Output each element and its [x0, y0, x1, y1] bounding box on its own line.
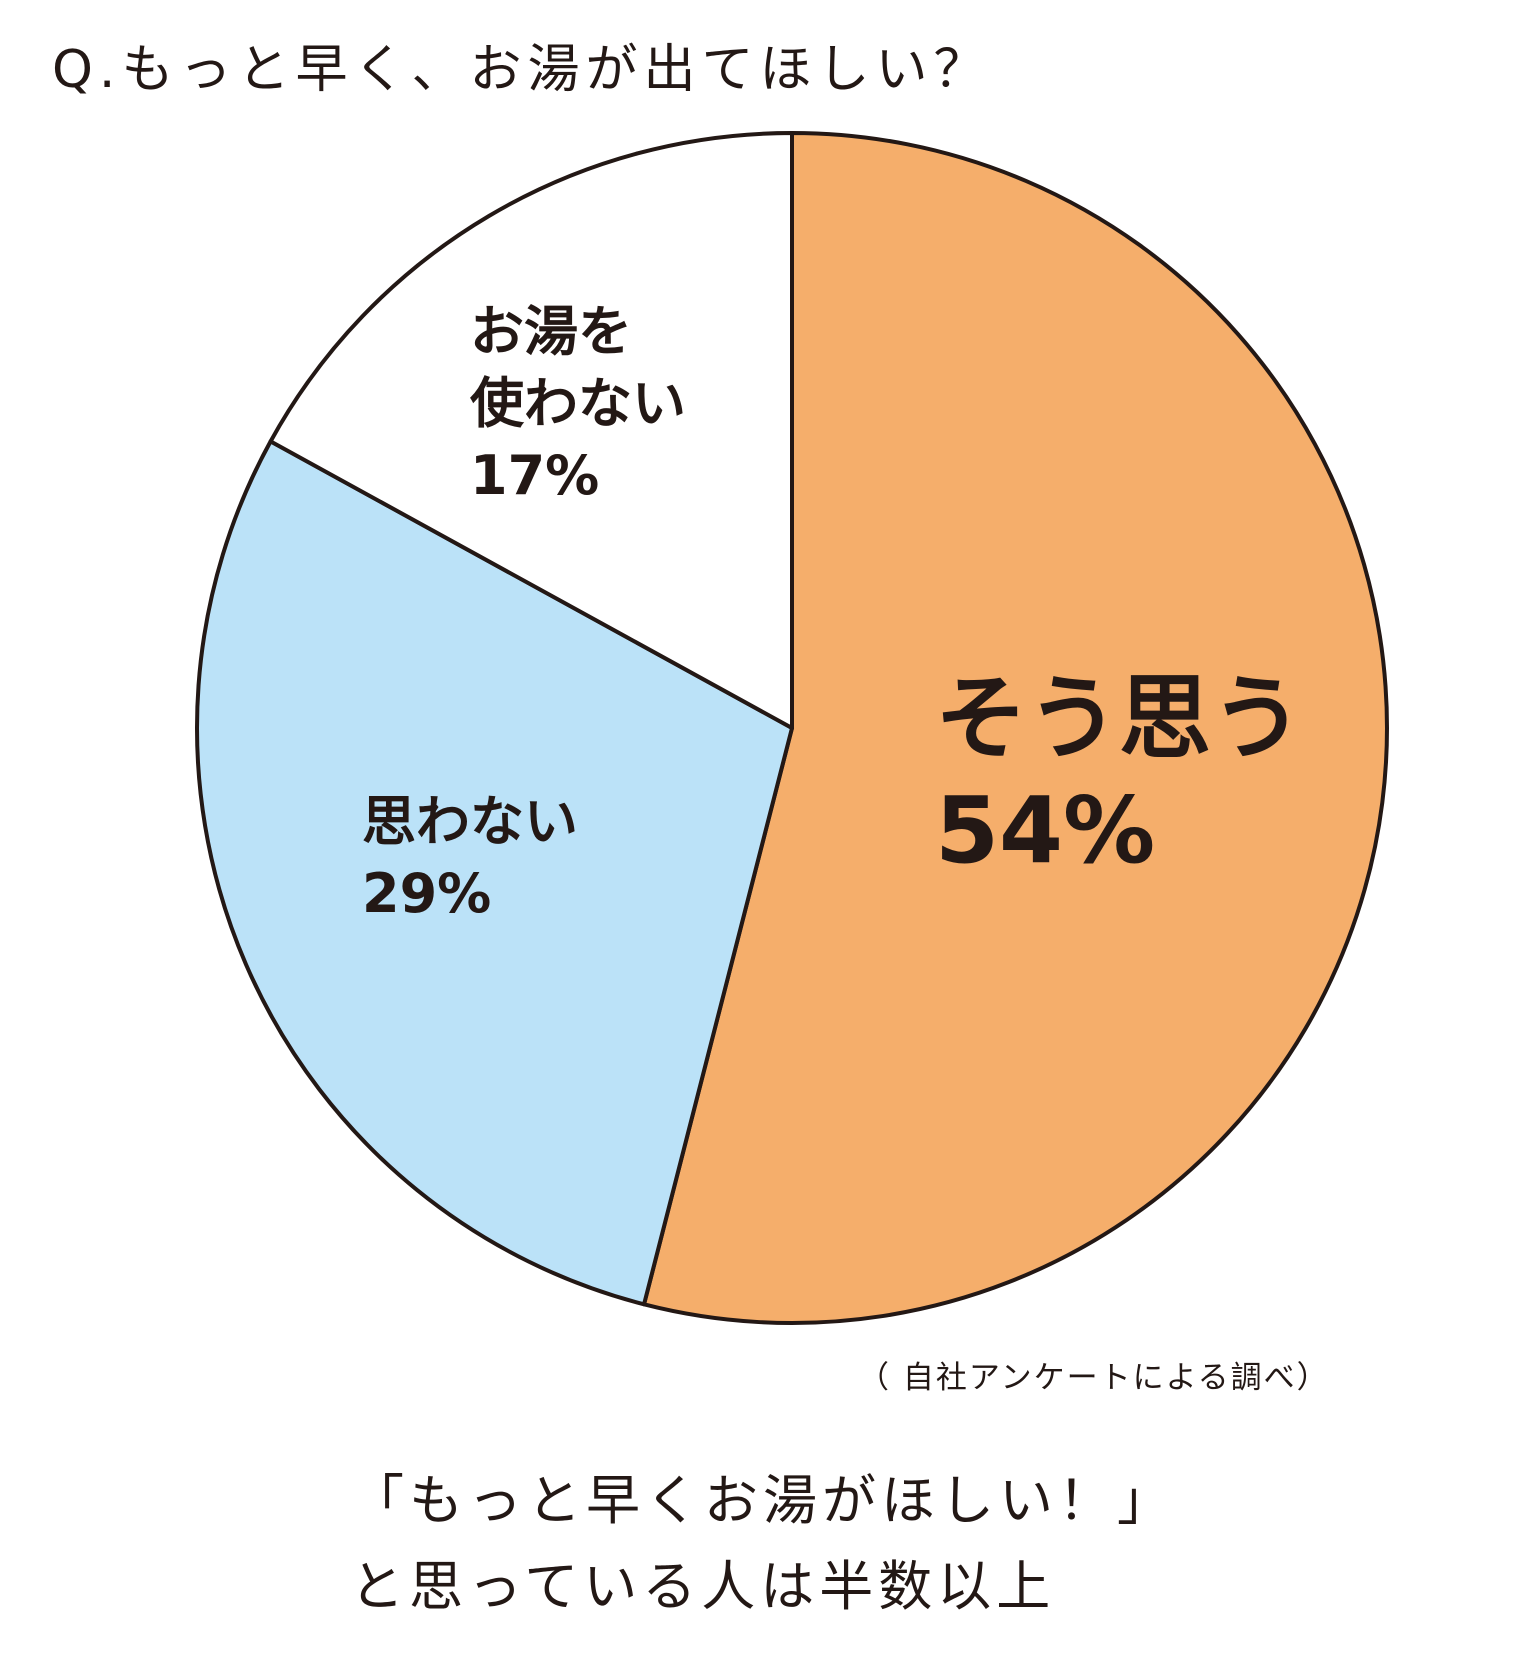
slice-percent-1: 29%: [362, 862, 491, 925]
pie-slices: [195, 131, 1389, 1325]
slice-label-2-line-1: 使わない: [470, 372, 686, 435]
slice-label-1: 思わない: [362, 790, 578, 853]
conclusion-line-1: 「もっと早くお湯がほしい！」: [350, 1469, 1176, 1532]
chart-title: Q.もっと早く、お湯が出てほしい？: [52, 40, 992, 100]
slice-label-2-line-0: お湯を: [470, 300, 632, 363]
pie-slice-0: [642, 131, 1389, 1325]
conclusion-line-2: と思っている人は半数以上: [350, 1555, 1056, 1618]
survey-source-note: （ 自社アンケートによる調べ）: [858, 1360, 1330, 1396]
slice-percent-0: 54%: [935, 777, 1155, 884]
pie-slice-1: [195, 439, 794, 1307]
pie-slice-2: [268, 131, 794, 730]
slice-label-0: そう思う: [935, 665, 1303, 772]
conclusion-caption: 「もっと早くお湯がほしい！」 と思っている人は半数以上: [350, 1458, 1176, 1630]
slice-percent-2: 17%: [470, 444, 599, 507]
